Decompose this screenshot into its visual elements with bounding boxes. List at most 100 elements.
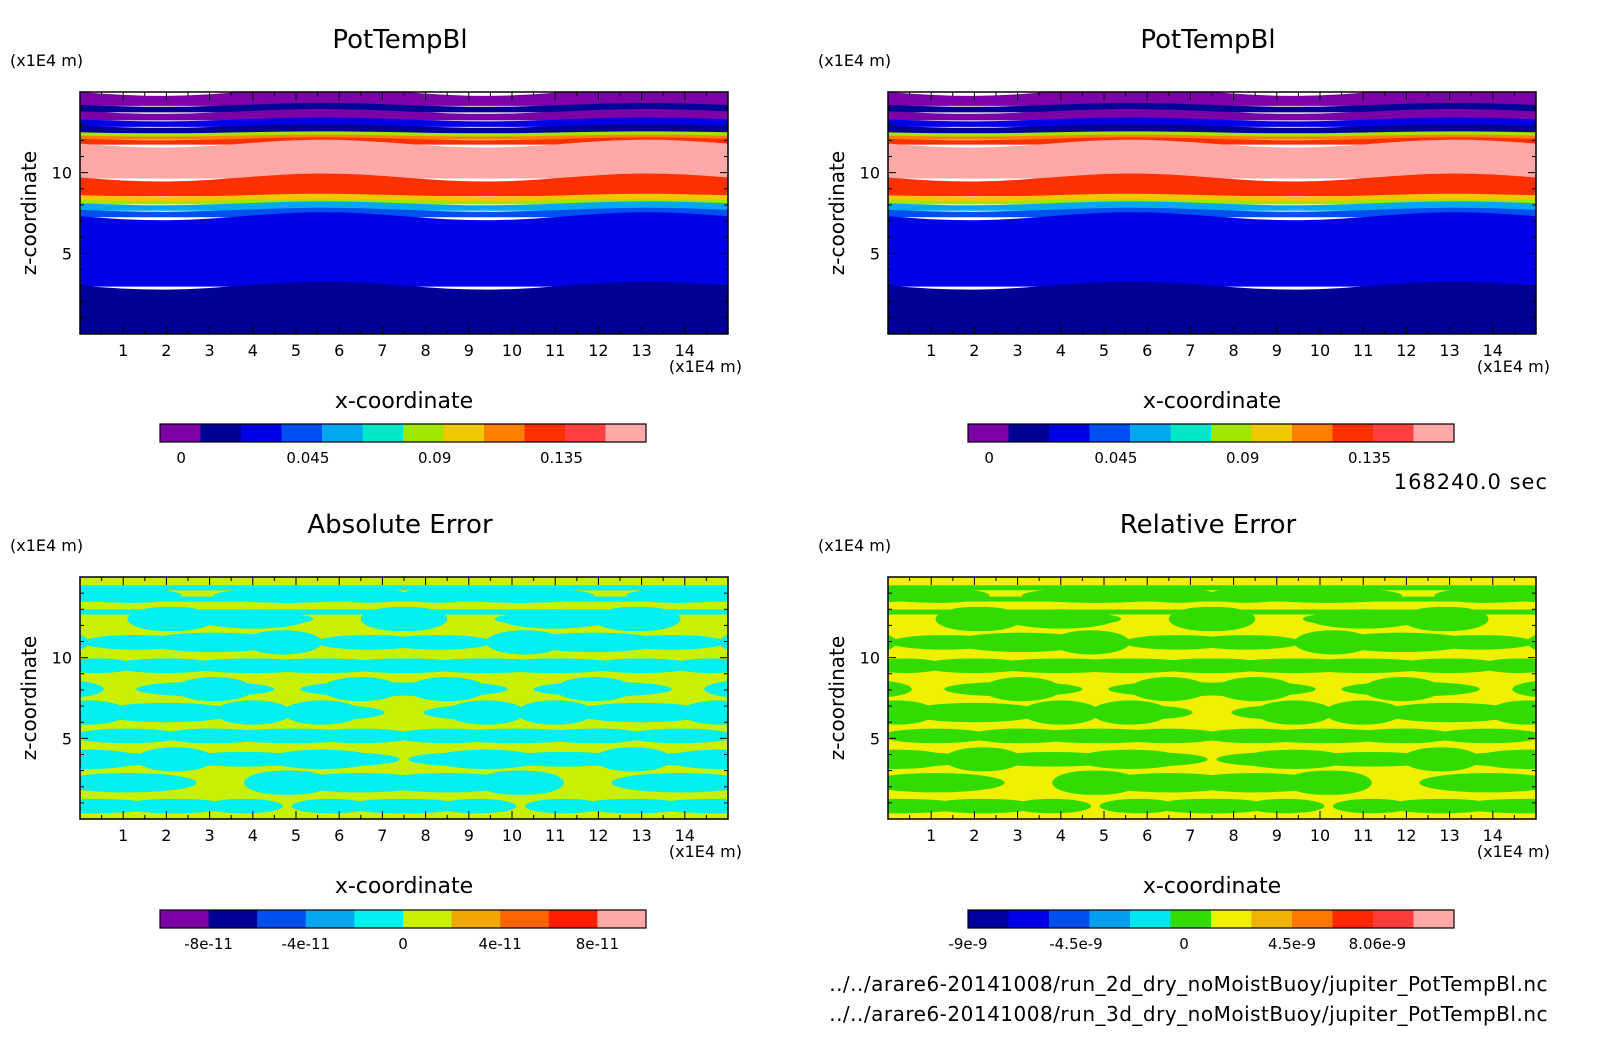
colorbar-swatch <box>451 910 501 928</box>
contour-band <box>983 752 1122 767</box>
contour-band <box>80 700 128 725</box>
colorbar-swatch <box>403 424 444 442</box>
contour-band <box>1013 798 1092 814</box>
contour-band <box>1192 635 1301 650</box>
x-tick-label: 12 <box>1396 826 1416 845</box>
contour-band <box>888 773 1005 793</box>
colorbar-swatch <box>160 910 210 928</box>
colorbar-swatch <box>1373 424 1414 442</box>
x-tick-label: 7 <box>1185 826 1195 845</box>
contour-band <box>175 752 314 767</box>
colorbar-swatch <box>1170 424 1212 442</box>
y-axis-label: z-coordinate <box>825 636 849 760</box>
contour-band <box>205 798 284 814</box>
colorbar-tick-label: -9e-9 <box>948 935 987 953</box>
chart-title: PotTempBl <box>332 25 467 55</box>
contour-band <box>384 635 493 650</box>
contour-band <box>516 700 595 725</box>
contour-band <box>888 199 1536 205</box>
x-tick-label: 8 <box>1229 826 1239 845</box>
y-axis-label: z-coordinate <box>17 151 41 275</box>
heatmap-field <box>80 577 728 819</box>
contour-band <box>80 117 728 127</box>
x-tick-label: 10 <box>502 826 522 845</box>
colorbar-swatch <box>257 910 307 928</box>
colorbar-swatch <box>305 910 355 928</box>
time-label: 168240.0 sec <box>1393 470 1548 494</box>
y-unit-label: (x1E4 m) <box>10 51 83 70</box>
contour-band <box>888 596 1536 602</box>
file-path-1: ../../arare6-20141008/run_2d_dry_noMoist… <box>829 972 1548 996</box>
contour-band <box>283 700 361 725</box>
contour-band <box>888 109 1536 121</box>
contour-band <box>80 596 728 602</box>
colorbar-tick-label: 0.135 <box>540 449 583 467</box>
contour-band <box>80 681 104 698</box>
x-tick-label: 1 <box>926 826 936 845</box>
contour-band <box>1294 770 1372 795</box>
colorbar-swatch <box>1373 910 1414 928</box>
contour-band <box>1356 635 1465 650</box>
contour-band <box>959 635 1068 650</box>
colorbar-swatch <box>1089 424 1131 442</box>
contour-band <box>983 611 1122 627</box>
colorbar-swatch <box>484 424 525 442</box>
contour-band <box>1302 611 1441 627</box>
contour-band <box>80 124 728 134</box>
contour-band <box>80 728 182 744</box>
x-tick-label: 3 <box>1013 341 1023 360</box>
x-tick-label: 11 <box>545 826 565 845</box>
x-tick-label: 5 <box>1099 826 1109 845</box>
x-tick-label: 14 <box>1483 341 1503 360</box>
x-tick-label: 7 <box>377 826 387 845</box>
colorbar-swatch <box>241 424 282 442</box>
contour-band <box>80 281 728 334</box>
colorbar-swatch <box>1089 910 1131 928</box>
colorbar-swatch <box>281 424 323 442</box>
contour-band <box>291 773 430 793</box>
contour-band <box>1294 630 1372 655</box>
contour-band <box>1302 752 1441 767</box>
colorbar-swatch <box>1049 910 1090 928</box>
colorbar-frame <box>159 909 647 929</box>
x-tick-label: 13 <box>1439 826 1459 845</box>
colorbar-frame <box>159 423 647 443</box>
contour-band <box>213 700 292 725</box>
x-tick-label: 10 <box>1310 341 1330 360</box>
x-tick-label: 4 <box>1056 826 1066 845</box>
colorbar-swatch <box>1170 910 1212 928</box>
y-unit-label: (x1E4 m) <box>10 536 83 555</box>
colorbar-tick-label: 0.135 <box>1348 449 1391 467</box>
contour-band <box>1419 773 1536 793</box>
y-tick-label: 10 <box>52 164 72 183</box>
x-axis-label: x-coordinate <box>1143 389 1281 414</box>
colorbar-swatch <box>362 424 404 442</box>
contour-band <box>888 798 966 814</box>
colorbar-swatch <box>1332 910 1374 928</box>
x-tick-label: 9 <box>464 826 474 845</box>
contour-band <box>80 207 728 218</box>
x-unit-label: (x1E4 m) <box>669 357 742 376</box>
contour-band <box>905 702 1044 723</box>
x-tick-label: 14 <box>675 826 695 845</box>
x-tick-label: 13 <box>1439 341 1459 360</box>
colorbar-swatch <box>1049 424 1090 442</box>
colorbar-swatch <box>403 910 453 928</box>
x-tick-label: 6 <box>334 826 344 845</box>
x-tick-label: 4 <box>248 826 258 845</box>
colorbar-tick-label: 8e-11 <box>576 935 619 953</box>
y-unit-label: (x1E4 m) <box>818 51 891 70</box>
contour-band <box>626 728 728 744</box>
contour-band <box>494 611 633 627</box>
x-tick-label: 9 <box>1272 341 1282 360</box>
contour-band <box>291 798 370 814</box>
contour-band <box>888 749 951 769</box>
contour-band <box>244 630 322 655</box>
heatmap-field <box>80 92 728 334</box>
contour-band <box>944 681 1083 697</box>
contour-band <box>1052 770 1130 795</box>
contour-band <box>944 747 1022 772</box>
x-tick-label: 11 <box>1353 341 1373 360</box>
contour-band <box>80 193 728 202</box>
